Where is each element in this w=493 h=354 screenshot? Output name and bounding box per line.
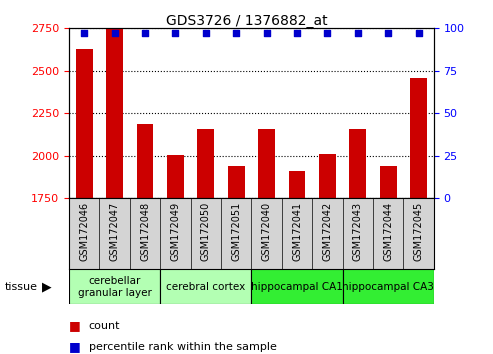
Text: GSM172041: GSM172041 xyxy=(292,202,302,261)
Text: GSM172040: GSM172040 xyxy=(262,202,272,261)
Bar xyxy=(69,269,160,304)
Point xyxy=(415,30,423,36)
Point xyxy=(202,30,210,36)
Point xyxy=(323,30,331,36)
Bar xyxy=(160,269,251,304)
Bar xyxy=(137,124,153,198)
Point xyxy=(80,30,88,36)
Text: GSM172049: GSM172049 xyxy=(171,202,180,261)
Text: GSM172048: GSM172048 xyxy=(140,202,150,261)
Bar xyxy=(198,130,214,198)
Bar xyxy=(410,78,427,198)
Point xyxy=(263,30,271,36)
Text: ■: ■ xyxy=(69,319,81,332)
Point xyxy=(141,30,149,36)
Bar xyxy=(251,269,343,304)
Text: GSM172043: GSM172043 xyxy=(353,202,363,261)
Text: hippocampal CA3: hippocampal CA3 xyxy=(342,282,434,292)
Text: hippocampal CA1: hippocampal CA1 xyxy=(251,282,343,292)
Text: GSM172046: GSM172046 xyxy=(79,202,89,261)
Point xyxy=(110,30,119,36)
Text: ■: ■ xyxy=(69,341,81,353)
Text: GSM172044: GSM172044 xyxy=(383,202,393,261)
Bar xyxy=(258,130,275,198)
Bar xyxy=(319,154,336,198)
Point xyxy=(293,30,301,36)
Text: GSM172050: GSM172050 xyxy=(201,202,211,261)
Point xyxy=(354,30,362,36)
Text: ▶: ▶ xyxy=(42,280,52,293)
Text: tissue: tissue xyxy=(5,282,38,292)
Text: GSM172042: GSM172042 xyxy=(322,202,332,261)
Bar xyxy=(228,166,245,198)
Text: cerebellar
granular layer: cerebellar granular layer xyxy=(78,276,151,298)
Point xyxy=(384,30,392,36)
Text: GSM172047: GSM172047 xyxy=(109,202,120,261)
Text: GDS3726 / 1376882_at: GDS3726 / 1376882_at xyxy=(166,14,327,28)
Bar xyxy=(106,28,123,198)
Bar xyxy=(167,155,184,198)
Text: GSM172045: GSM172045 xyxy=(414,202,423,261)
Point xyxy=(172,30,179,36)
Text: GSM172051: GSM172051 xyxy=(231,202,241,261)
Text: count: count xyxy=(89,321,120,331)
Bar xyxy=(350,130,366,198)
Bar xyxy=(76,49,93,198)
Bar xyxy=(289,171,305,198)
Text: cerebral cortex: cerebral cortex xyxy=(166,282,246,292)
Point xyxy=(232,30,240,36)
Text: percentile rank within the sample: percentile rank within the sample xyxy=(89,342,277,352)
Bar xyxy=(380,166,396,198)
Bar xyxy=(343,269,434,304)
